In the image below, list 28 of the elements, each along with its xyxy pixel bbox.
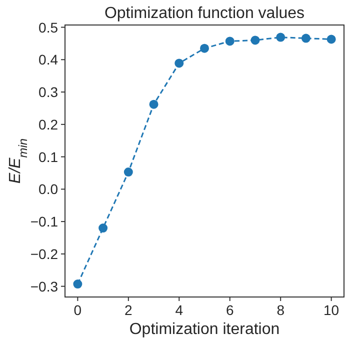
point bbox=[250, 36, 260, 45]
y-tick-label: 0.1 bbox=[38, 148, 58, 165]
x-tick-label: 6 bbox=[226, 302, 234, 318]
point bbox=[200, 44, 209, 53]
point bbox=[124, 168, 133, 177]
point bbox=[149, 100, 158, 109]
y-tick-label: 0.3 bbox=[38, 84, 58, 100]
y-tick-label: −0.1 bbox=[30, 214, 58, 230]
point bbox=[73, 280, 82, 289]
chart-title: Optimization function values bbox=[104, 5, 305, 22]
y-tick-label: 0.5 bbox=[38, 19, 58, 36]
point bbox=[98, 224, 108, 233]
point bbox=[326, 34, 336, 44]
x-tick-label: 10 bbox=[324, 302, 340, 318]
y-tick-label: 0.0 bbox=[38, 181, 58, 198]
y-tick-label: −0.3 bbox=[30, 278, 58, 294]
y-tick-label: 0.2 bbox=[38, 116, 58, 132]
point bbox=[174, 58, 184, 68]
x-axis-title: Optimization iteration bbox=[129, 321, 280, 338]
x-tick-label: 4 bbox=[175, 302, 184, 318]
y-tick-label: −0.2 bbox=[30, 246, 58, 262]
x-tick-label: 8 bbox=[276, 302, 285, 318]
y-tick-label: 0.4 bbox=[38, 52, 58, 68]
point bbox=[225, 36, 234, 46]
x-tick-label: 0 bbox=[74, 302, 82, 318]
point bbox=[276, 32, 286, 42]
x-tick-label: 2 bbox=[124, 302, 133, 318]
point bbox=[301, 34, 310, 43]
